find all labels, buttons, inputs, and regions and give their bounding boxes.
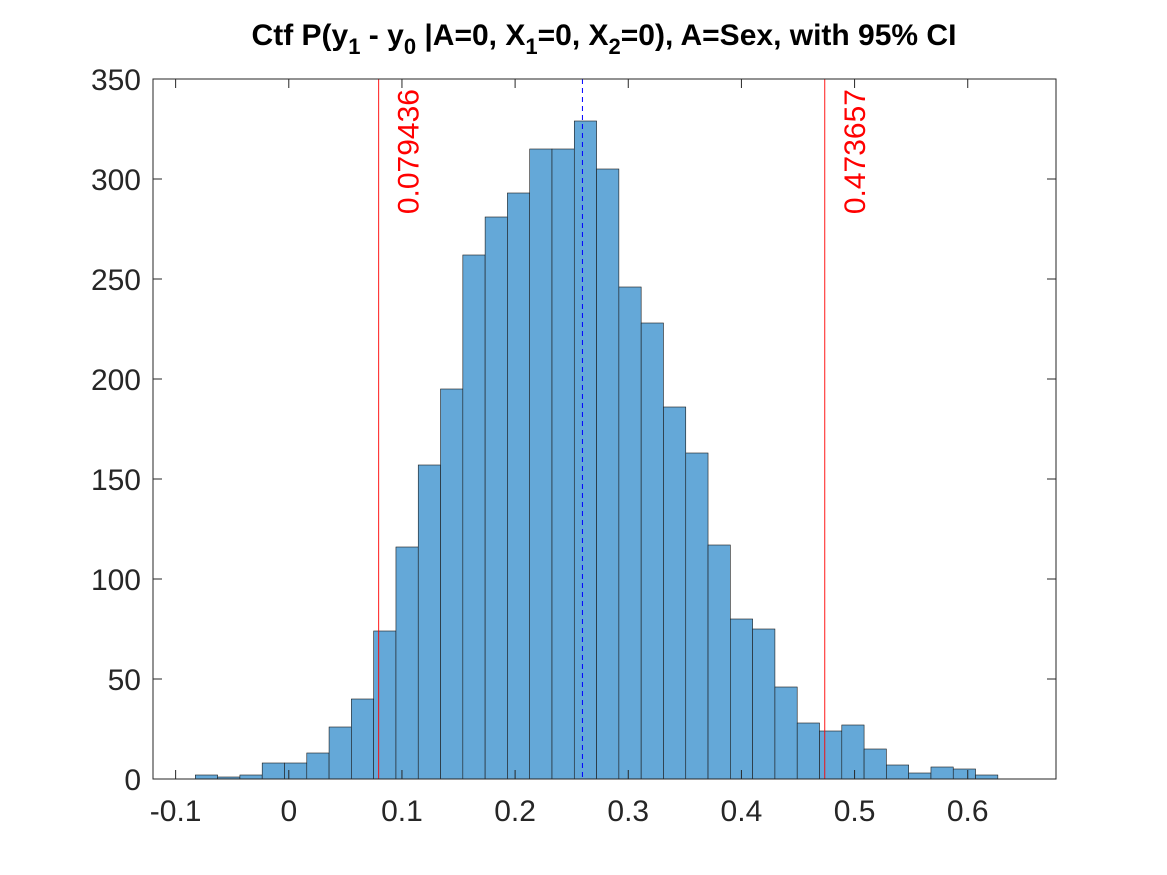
title-subscript: 0: [404, 34, 416, 59]
histogram-bars: [195, 120, 999, 780]
title-subscript: 1: [348, 34, 360, 59]
y-tick-label: 350: [91, 64, 141, 97]
y-tick-label: 100: [91, 564, 141, 597]
histogram-bar: [640, 322, 664, 780]
histogram-bar: [529, 148, 553, 780]
title-part: =0, X: [538, 19, 609, 52]
histogram-bar: [908, 772, 932, 780]
y-tick-label: 150: [91, 464, 141, 497]
title-part: Ctf P(y: [252, 19, 349, 52]
y-tick-label: 300: [91, 164, 141, 197]
title-part: |A=0, X: [416, 19, 525, 52]
histogram-bar: [796, 722, 820, 780]
reference-lines: [378, 79, 826, 779]
histogram-bar: [618, 286, 642, 780]
ci-upper-label: 0.473657: [839, 89, 872, 214]
histogram-bar: [573, 120, 597, 780]
histogram-bar: [239, 774, 263, 780]
histogram-bar: [752, 628, 776, 780]
x-tick-label: 0.5: [834, 795, 876, 828]
histogram-bar: [930, 766, 954, 780]
histogram-bar: [417, 464, 441, 780]
histogram-bar: [351, 698, 374, 780]
histogram-bar: [707, 544, 731, 780]
histogram-bar: [952, 768, 976, 780]
histogram-bar: [484, 216, 508, 780]
axis-ticks: [153, 78, 1056, 780]
histogram-bar: [596, 168, 620, 780]
axes-box: [152, 78, 1057, 780]
axis-tick-labels: -0.1 0 0.1 0.2 0.3 0.4 0.5 0.6 0 50 100 150 200 250 30…: [91, 64, 989, 828]
histogram-bar: [841, 724, 865, 780]
histogram-bar: [440, 388, 464, 780]
histogram-bar: [395, 546, 419, 780]
title-subscript: 1: [525, 34, 537, 59]
title-part: =0), A=Sex, with 95% CI: [621, 19, 957, 52]
x-tick-label: 0: [280, 795, 297, 828]
histogram-bar: [284, 762, 308, 780]
x-tick-label: -0.1: [150, 795, 202, 828]
histogram-bar: [730, 618, 753, 780]
y-tick-label: 250: [91, 264, 141, 297]
ci-labels: 0.079436 0.473657: [393, 89, 872, 214]
histogram-bar: [863, 748, 887, 780]
y-tick-label: 50: [108, 664, 141, 697]
histogram-bar: [306, 752, 330, 780]
title-part: - y: [360, 19, 404, 52]
x-tick-label: 0.4: [721, 795, 763, 828]
x-tick-label: 0.3: [607, 795, 649, 828]
chart-title: Ctf P(y1 - y0 |A=0, X1=0, X2=0), A=Sex, …: [252, 19, 957, 59]
y-tick-label: 0: [124, 764, 141, 797]
histogram-bar: [462, 254, 486, 780]
histogram-bar: [195, 774, 218, 780]
histogram-bar: [507, 192, 531, 780]
histogram-bar: [886, 764, 909, 780]
x-tick-label: 0.6: [947, 795, 989, 828]
x-tick-label: 0.1: [381, 795, 423, 828]
x-tick-label: 0.2: [494, 795, 536, 828]
histogram-bar: [819, 730, 843, 780]
histogram-bar: [685, 452, 709, 780]
histogram-bar: [373, 630, 397, 780]
histogram-bar: [774, 686, 798, 780]
histogram-bar: [975, 774, 999, 780]
histogram-bar: [551, 148, 575, 780]
histogram-bar: [328, 726, 352, 780]
ci-lower-label: 0.079436: [393, 89, 426, 214]
y-tick-label: 200: [91, 364, 141, 397]
histogram-bar: [261, 762, 285, 780]
title-subscript: 2: [609, 34, 621, 59]
histogram-bar: [663, 406, 687, 780]
